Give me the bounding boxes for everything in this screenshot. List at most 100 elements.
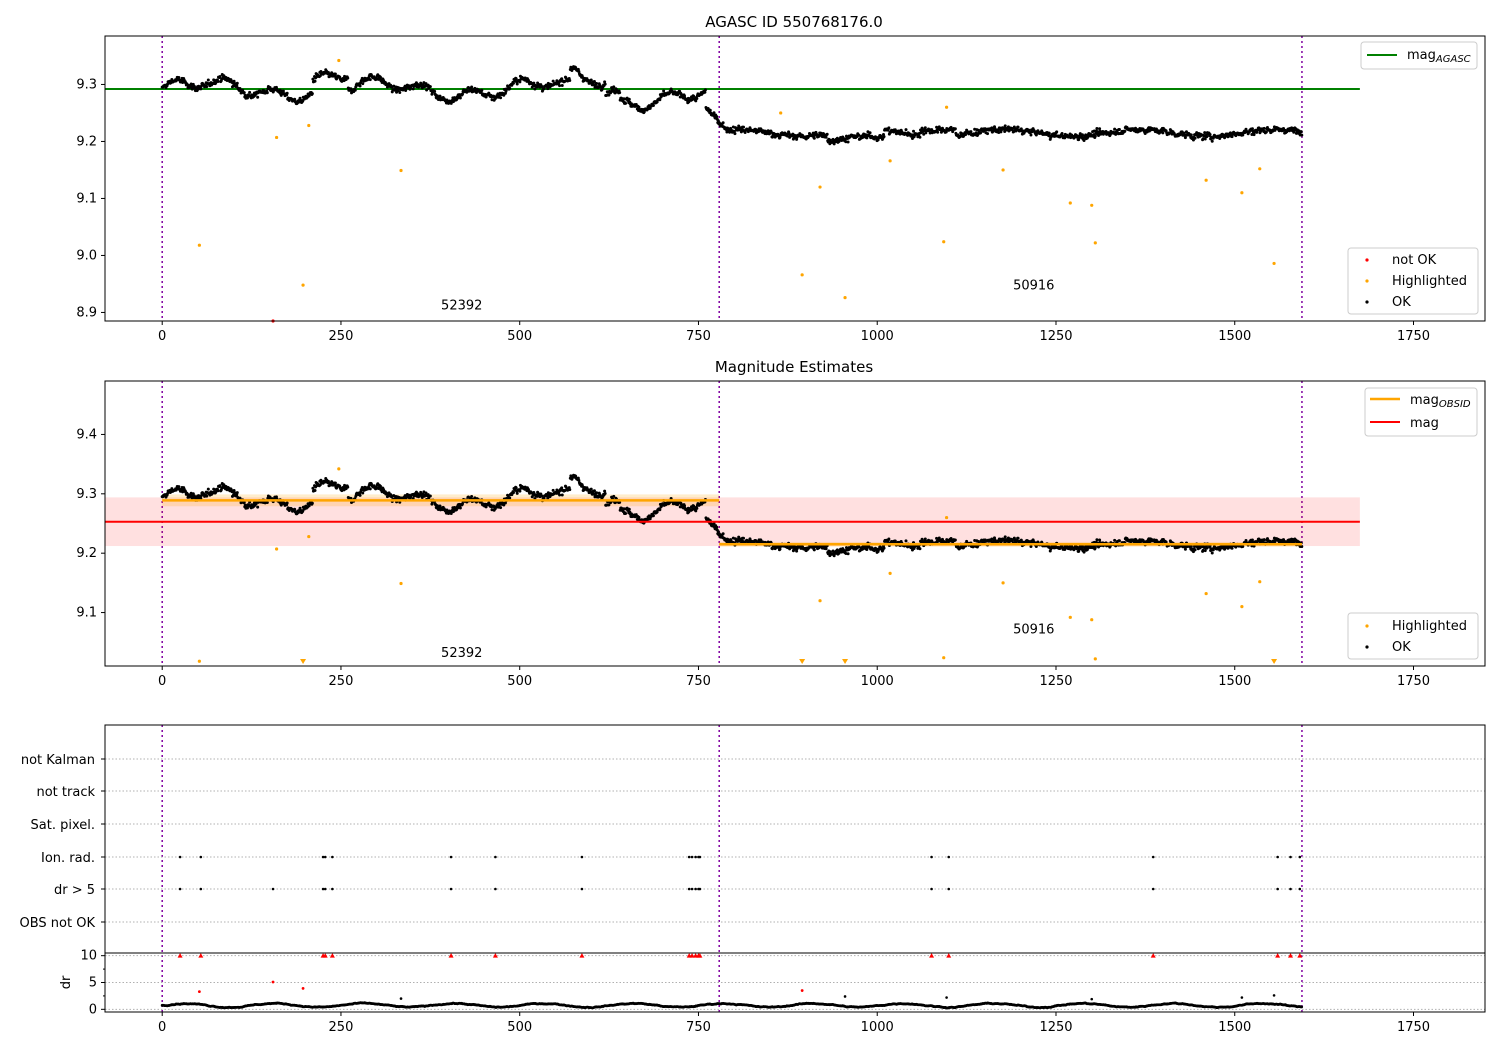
flag-point	[1152, 888, 1155, 891]
flag-point	[947, 888, 950, 891]
highlighted-point	[801, 273, 804, 276]
ok-point	[628, 508, 631, 511]
ok-point	[658, 98, 661, 101]
highlighted-point	[301, 283, 304, 286]
ok-point	[695, 507, 698, 510]
ok-point	[311, 92, 314, 95]
highlighted-point	[945, 516, 948, 519]
ok-point	[1194, 137, 1197, 140]
ok-point	[715, 115, 718, 118]
flag-point	[1289, 888, 1292, 891]
highlighted-point	[1094, 657, 1097, 660]
ok-point	[1061, 132, 1064, 135]
highlighted-point	[1240, 605, 1243, 608]
flag-point	[179, 888, 182, 891]
ok-point	[652, 514, 655, 517]
ok-point	[1204, 549, 1207, 552]
ok-point	[1004, 124, 1007, 127]
ok-point	[1029, 134, 1032, 137]
legend-highlighted: Highlighted	[1392, 274, 1467, 289]
ok-point	[470, 495, 473, 498]
flag-point	[494, 888, 497, 891]
ok-point	[293, 508, 296, 511]
legend-label: mag	[1407, 48, 1436, 63]
ok-point	[508, 87, 511, 90]
ok-point	[248, 91, 251, 94]
ok-point	[216, 80, 219, 83]
x-tick-label: 1000	[861, 674, 894, 689]
ok-point	[461, 502, 464, 505]
ok-point	[508, 496, 511, 499]
ok-point	[1263, 127, 1266, 130]
x-tick-label: 250	[329, 329, 354, 344]
legend-ok: OK	[1392, 640, 1411, 655]
ok-point	[516, 492, 519, 495]
ok-point	[936, 131, 939, 134]
ok-point	[905, 539, 908, 542]
highlighted-point	[1272, 262, 1275, 265]
ok-point	[918, 547, 921, 550]
ok-point	[282, 90, 285, 93]
flag-point	[200, 856, 203, 859]
highlighted-point	[888, 159, 891, 162]
ok-point	[1203, 131, 1206, 134]
ok-point	[969, 130, 972, 133]
ok-point	[314, 489, 317, 492]
flag-point	[1152, 856, 1155, 859]
x-tick-label: 1500	[1218, 329, 1251, 344]
legend-not-ok: not OK	[1392, 253, 1437, 268]
ok-point	[461, 93, 464, 96]
ok-point	[205, 85, 208, 88]
ok-point	[207, 488, 210, 491]
ok-point	[561, 493, 564, 496]
ok-point	[560, 486, 563, 489]
ok-point	[825, 136, 828, 139]
ok-point	[1113, 128, 1116, 131]
y-tick-label: 9.1	[76, 191, 97, 206]
ok-point	[205, 495, 208, 498]
obsid-label: 52392	[441, 299, 482, 314]
ok-point	[470, 85, 473, 88]
ok-point	[742, 126, 745, 129]
flag-point	[272, 888, 275, 891]
legend-subscript: OBSID	[1439, 399, 1471, 410]
y-tick-label: 9.2	[76, 134, 97, 149]
ok-point	[515, 77, 518, 80]
ok-point	[1194, 548, 1197, 551]
highlighted-point	[307, 535, 310, 538]
ok-point	[518, 80, 521, 83]
ok-point	[359, 84, 362, 87]
x-tick-label: 0	[158, 674, 166, 689]
ok-point	[709, 109, 712, 112]
ok-point	[624, 102, 627, 105]
ok-point	[1300, 134, 1303, 137]
flag-row-label: not Kalman	[21, 753, 95, 768]
ok-point	[979, 131, 982, 134]
ok-point	[1017, 126, 1020, 129]
agasc-panel: AGASC ID 550768176.0 52392509168.99.09.1…	[76, 13, 1485, 344]
ok-point	[883, 547, 886, 550]
ok-point	[212, 488, 215, 491]
ok-point	[1095, 127, 1098, 130]
ok-point	[552, 80, 555, 83]
highlighted-point	[1090, 618, 1093, 621]
legend-subscript: AGASC	[1435, 54, 1471, 65]
legend-point-status: Highlighted OK	[1348, 613, 1478, 659]
x-tick-label: 500	[507, 674, 532, 689]
flag-point	[930, 856, 933, 859]
ok-point	[199, 87, 202, 90]
ok-point	[1300, 130, 1303, 133]
clipped-point-marker	[1271, 659, 1277, 664]
flag-point	[324, 856, 327, 859]
ok-point	[887, 538, 890, 541]
ok-point	[459, 97, 462, 100]
ok-point	[177, 76, 180, 79]
ok-point	[912, 130, 915, 133]
highlighted-point	[945, 106, 948, 109]
ok-point	[722, 532, 725, 535]
ok-point	[359, 494, 362, 497]
highlighted-point	[1090, 204, 1093, 207]
ok-point	[311, 502, 314, 505]
ok-point	[652, 104, 655, 107]
magnitude-estimates-panel: Magnitude Estimates 52392509169.19.29.39…	[76, 358, 1485, 689]
